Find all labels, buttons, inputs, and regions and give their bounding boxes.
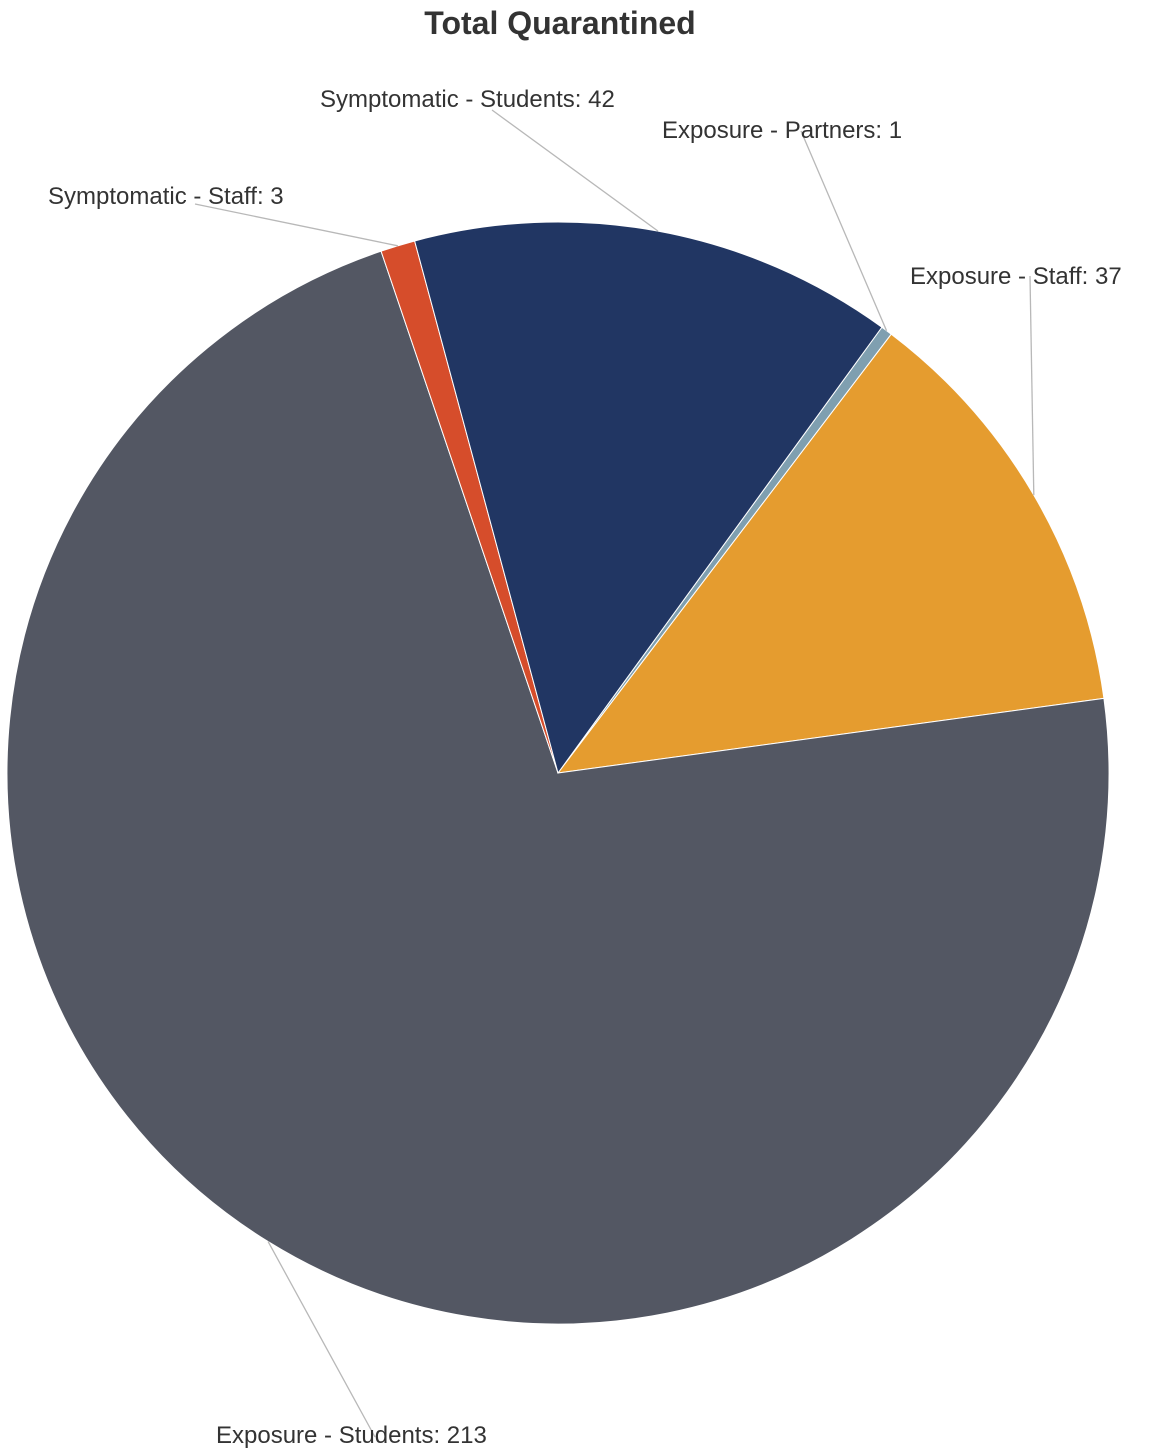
pie-slice-symptomatic-students[interactable] bbox=[414, 221, 883, 775]
label-connectors bbox=[194, 109, 1035, 1438]
chart-title: Total Quarantined bbox=[424, 5, 695, 41]
pie-slice-exposure-students[interactable] bbox=[6, 250, 1110, 1325]
slice-labels: Exposure - Partners: 1 Exposure - Staff: … bbox=[48, 86, 1122, 1449]
slice-label-symptomatic-staff: Symptomatic - Staff: 3 bbox=[48, 183, 284, 210]
connector-exposure-students bbox=[267, 1241, 376, 1438]
pie-slices bbox=[6, 221, 1110, 1325]
slice-label-symptomatic-students: Symptomatic - Students: 42 bbox=[320, 86, 615, 113]
connector-symptomatic-staff bbox=[194, 203, 398, 247]
connector-symptomatic-students bbox=[491, 109, 659, 232]
slice-label-exposure-partners: Exposure - Partners: 1 bbox=[662, 117, 902, 144]
connector-exposure-partners bbox=[800, 130, 888, 331]
pie-slice-exposure-staff[interactable] bbox=[556, 333, 1105, 774]
slice-label-exposure-staff: Exposure - Staff: 37 bbox=[910, 263, 1122, 290]
slice-label-exposure-students: Exposure - Students: 213 bbox=[216, 1422, 487, 1449]
connector-exposure-staff bbox=[1029, 275, 1035, 496]
